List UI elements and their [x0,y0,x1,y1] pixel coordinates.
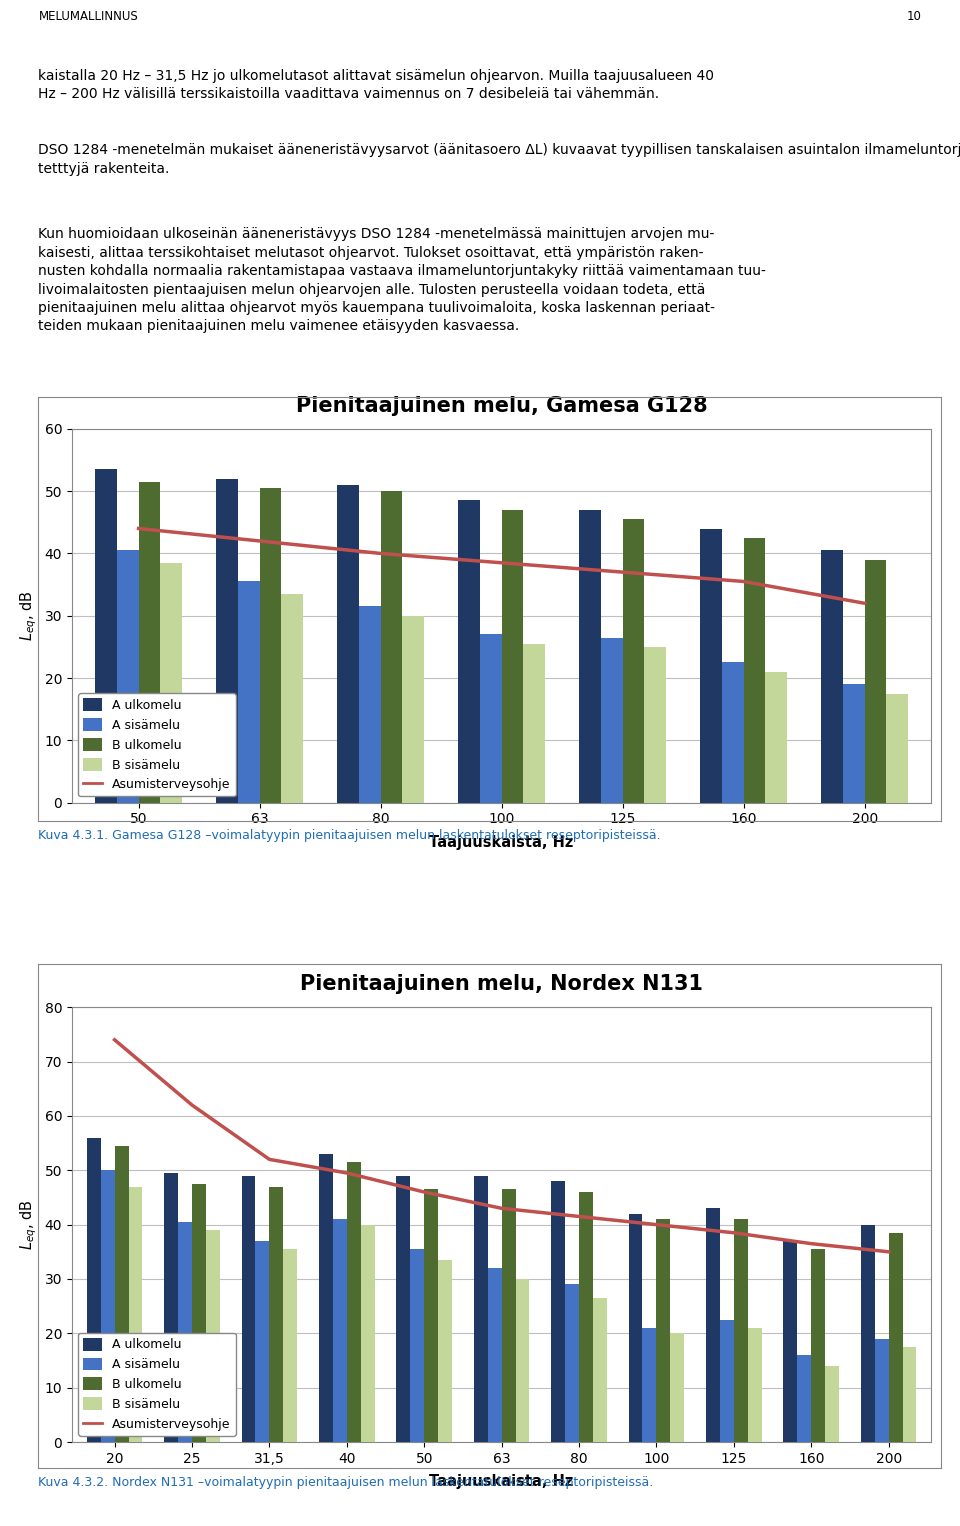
X-axis label: Taajuuskaista, Hz: Taajuuskaista, Hz [429,835,574,850]
Bar [706,1209,720,1442]
Bar [438,1260,452,1442]
Y-axis label: $L_{eq}$, dB: $L_{eq}$, dB [18,591,39,641]
Bar [319,1154,333,1442]
Bar [101,1170,114,1442]
Text: MELUMALLINNUS: MELUMALLINNUS [38,9,138,23]
Bar [160,563,182,803]
Bar [733,1219,748,1442]
Bar [720,1320,733,1442]
Bar [359,606,380,803]
Bar [402,615,424,803]
Bar [886,694,908,803]
Bar [117,551,138,803]
Bar [865,560,886,803]
Bar [138,482,160,803]
Bar [798,1355,811,1442]
Bar [242,1175,255,1442]
Bar [579,1192,593,1442]
Bar [216,479,238,803]
Bar [579,510,601,803]
Bar [361,1224,374,1442]
Bar [178,1222,192,1442]
Bar [889,1233,902,1442]
Bar [424,1189,438,1442]
Legend: A ulkomelu, A sisämelu, B ulkomelu, B sisämelu, Asumisterveysohje: A ulkomelu, A sisämelu, B ulkomelu, B si… [79,693,235,797]
Bar [565,1285,579,1442]
Bar [821,551,843,803]
Bar [744,537,765,803]
Bar [811,1250,826,1442]
Bar [480,635,501,803]
Title: Pienitaajuinen melu, Gamesa G128: Pienitaajuinen melu, Gamesa G128 [296,397,708,417]
Bar [473,1175,488,1442]
Text: kaistalla 20 Hz – 31,5 Hz jo ulkomelutasot alittavat sisämelun ohjearvon. Muilla: kaistalla 20 Hz – 31,5 Hz jo ulkomelutas… [38,69,714,101]
Bar [722,662,744,803]
Bar [700,528,722,803]
Legend: A ulkomelu, A sisämelu, B ulkomelu, B sisämelu, Asumisterveysohje: A ulkomelu, A sisämelu, B ulkomelu, B si… [79,1332,235,1436]
Bar [333,1219,347,1442]
Bar [283,1250,298,1442]
Bar [255,1241,270,1442]
Text: Kuva 4.3.1. Gamesa G128 –voimalatyypin pienitaajuisen melun laskentatulokset res: Kuva 4.3.1. Gamesa G128 –voimalatyypin p… [38,829,661,842]
Bar [458,501,480,803]
Text: 10: 10 [907,9,922,23]
Bar [657,1219,670,1442]
Bar [861,1224,875,1442]
Bar [259,488,281,803]
Bar [843,684,865,803]
Bar [551,1181,565,1442]
Bar [523,644,545,803]
Text: Kun huomioidaan ulkoseinän ääneneristävyys DSO 1284 -menetelmässä mainittujen ar: Kun huomioidaan ulkoseinän ääneneristävy… [38,227,766,333]
Bar [642,1328,657,1442]
Bar [501,1189,516,1442]
X-axis label: Taajuuskaista, Hz: Taajuuskaista, Hz [429,1474,574,1489]
Bar [238,581,259,803]
Bar [396,1175,410,1442]
Bar [192,1184,205,1442]
Text: DSO 1284 -menetelmän mukaiset ääneneristävyysarvot (äänitasoero ΔL) kuvaavat tyy: DSO 1284 -menetelmän mukaiset äänenerist… [38,143,960,175]
Bar [644,647,666,803]
Bar [86,1138,101,1442]
Bar [337,485,359,803]
Bar [902,1347,917,1442]
Bar [488,1268,501,1442]
Bar [95,470,117,803]
Bar [748,1328,761,1442]
Bar [164,1173,178,1442]
Text: Kuva 4.3.2. Nordex N131 –voimalatyypin pienitaajuisen melun laskentatulokset res: Kuva 4.3.2. Nordex N131 –voimalatyypin p… [38,1476,654,1489]
Bar [783,1241,798,1442]
Bar [826,1366,839,1442]
Title: Pienitaajuinen melu, Nordex N131: Pienitaajuinen melu, Nordex N131 [300,975,703,995]
Bar [347,1163,361,1442]
Bar [270,1187,283,1442]
Bar [601,638,623,803]
Bar [623,519,644,803]
Bar [205,1230,220,1442]
Bar [765,671,787,803]
Bar [114,1146,129,1442]
Bar [629,1213,642,1442]
Bar [501,510,523,803]
Y-axis label: $L_{eq}$, dB: $L_{eq}$, dB [18,1199,39,1250]
Bar [670,1334,684,1442]
Bar [129,1187,142,1442]
Bar [410,1250,424,1442]
Bar [380,491,402,803]
Bar [281,594,303,803]
Bar [875,1338,889,1442]
Bar [593,1299,607,1442]
Bar [516,1279,530,1442]
